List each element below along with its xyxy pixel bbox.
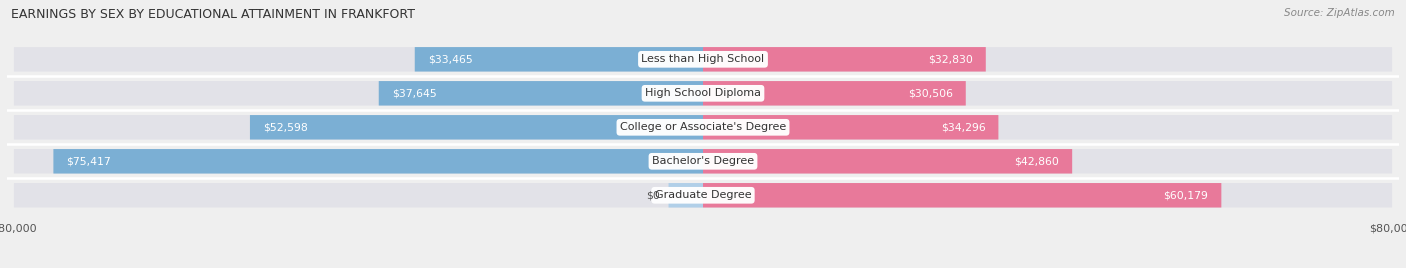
Text: $42,860: $42,860 bbox=[1014, 156, 1059, 166]
FancyBboxPatch shape bbox=[703, 115, 998, 140]
FancyBboxPatch shape bbox=[703, 183, 1222, 207]
FancyBboxPatch shape bbox=[14, 149, 1392, 174]
Text: Less than High School: Less than High School bbox=[641, 54, 765, 64]
FancyBboxPatch shape bbox=[14, 115, 1392, 140]
FancyBboxPatch shape bbox=[14, 47, 1392, 72]
FancyBboxPatch shape bbox=[703, 149, 1073, 174]
FancyBboxPatch shape bbox=[703, 81, 966, 106]
Text: $34,296: $34,296 bbox=[941, 122, 986, 132]
FancyBboxPatch shape bbox=[703, 47, 986, 72]
Text: $52,598: $52,598 bbox=[263, 122, 308, 132]
Text: $37,645: $37,645 bbox=[392, 88, 436, 98]
Text: $32,830: $32,830 bbox=[928, 54, 973, 64]
Text: $75,417: $75,417 bbox=[66, 156, 111, 166]
Text: High School Diploma: High School Diploma bbox=[645, 88, 761, 98]
Text: $0: $0 bbox=[647, 190, 659, 200]
FancyBboxPatch shape bbox=[415, 47, 703, 72]
FancyBboxPatch shape bbox=[14, 183, 1392, 207]
Text: Graduate Degree: Graduate Degree bbox=[655, 190, 751, 200]
Text: EARNINGS BY SEX BY EDUCATIONAL ATTAINMENT IN FRANKFORT: EARNINGS BY SEX BY EDUCATIONAL ATTAINMEN… bbox=[11, 8, 415, 21]
Text: Source: ZipAtlas.com: Source: ZipAtlas.com bbox=[1284, 8, 1395, 18]
FancyBboxPatch shape bbox=[14, 81, 1392, 106]
FancyBboxPatch shape bbox=[53, 149, 703, 174]
Text: $60,179: $60,179 bbox=[1164, 190, 1208, 200]
Text: $33,465: $33,465 bbox=[427, 54, 472, 64]
Text: $30,506: $30,506 bbox=[908, 88, 953, 98]
FancyBboxPatch shape bbox=[668, 183, 703, 207]
Text: Bachelor's Degree: Bachelor's Degree bbox=[652, 156, 754, 166]
FancyBboxPatch shape bbox=[378, 81, 703, 106]
Text: College or Associate's Degree: College or Associate's Degree bbox=[620, 122, 786, 132]
FancyBboxPatch shape bbox=[250, 115, 703, 140]
